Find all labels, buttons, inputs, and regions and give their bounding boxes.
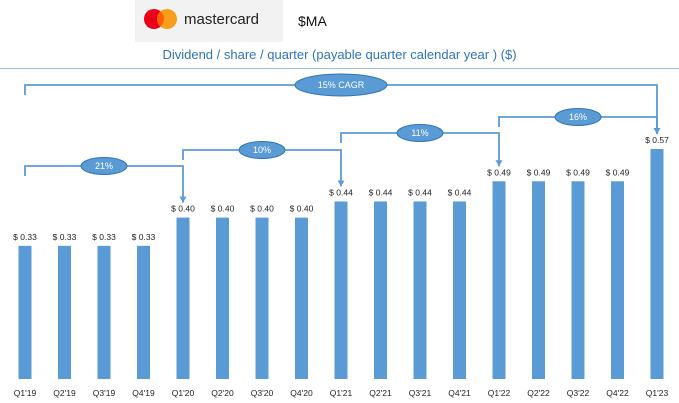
category-label-4: Q1'20 [172, 388, 195, 398]
bar-13 [532, 181, 545, 379]
value-label-1: $ 0.33 [53, 232, 77, 242]
bar-16 [650, 149, 664, 379]
value-labels: $ 0.33 $ 0.33 $ 0.33 $ 0.33 $ 0.40 $ 0.40 $ 0.… [13, 135, 669, 242]
value-label-11: $ 0.44 [448, 187, 472, 197]
value-label-6: $ 0.40 [250, 204, 274, 214]
growth-label-1: 10% [253, 145, 271, 155]
bars [18, 149, 664, 379]
value-label-16: $ 0.57 [645, 135, 669, 145]
category-labels: Q1'19 Q2'19 Q3'19 Q4'19 Q1'20 Q2'20 Q3'20 Q4'20… [14, 388, 669, 398]
bar-7 [295, 217, 308, 379]
value-label-14: $ 0.49 [566, 167, 590, 177]
value-label-5: $ 0.40 [211, 204, 235, 214]
value-label-15: $ 0.49 [606, 167, 630, 177]
value-label-4: $ 0.40 [171, 204, 195, 214]
logo-wordmark: mastercard [184, 11, 259, 28]
category-label-0: Q1'19 [14, 388, 37, 398]
category-label-12: Q1'22 [488, 388, 511, 398]
value-label-3: $ 0.33 [132, 232, 156, 242]
bar-8 [334, 201, 348, 379]
category-label-8: Q1'21 [330, 388, 353, 398]
category-label-2: Q3'19 [93, 388, 116, 398]
bar-11 [453, 201, 466, 379]
bar-1 [58, 245, 71, 379]
bar-4 [176, 217, 190, 379]
category-label-6: Q3'20 [251, 388, 274, 398]
bar-2 [97, 245, 111, 379]
bracket-arrow-1 [337, 180, 345, 187]
title-divider [0, 68, 679, 69]
value-label-0: $ 0.33 [13, 232, 37, 242]
growth-label-3: 16% [569, 112, 587, 122]
mastercard-overlap [156, 11, 165, 27]
category-label-10: Q3'21 [409, 388, 432, 398]
category-label-5: Q2'20 [211, 388, 234, 398]
category-label-11: Q4'21 [448, 388, 471, 398]
growth-label-4: 15% CAGR [318, 80, 365, 90]
category-label-7: Q4'20 [290, 388, 313, 398]
growth-brackets [24, 84, 661, 203]
growth-bubble-4 [294, 73, 388, 97]
category-label-13: Q2'22 [527, 388, 550, 398]
bar-12 [492, 181, 506, 379]
ticker-symbol: $MA [298, 13, 327, 29]
value-label-2: $ 0.33 [92, 232, 116, 242]
growth-bubble-1 [238, 141, 286, 159]
bracket-arrow-4 [653, 128, 661, 134]
value-label-13: $ 0.49 [527, 167, 551, 177]
category-label-15: Q4'22 [606, 388, 629, 398]
growth-bubble-3 [554, 108, 602, 126]
bar-6 [255, 217, 269, 379]
category-label-14: Q3'22 [567, 388, 590, 398]
category-label-16: Q1'23 [646, 388, 669, 398]
value-label-8: $ 0.44 [329, 187, 353, 197]
growth-label-2: 11% [411, 128, 428, 138]
value-label-7: $ 0.40 [290, 204, 314, 214]
bar-15 [611, 181, 624, 379]
bar-5 [216, 217, 229, 379]
growth-bubbles: 21% 10% 11% 16% 15% CAGR [80, 73, 602, 175]
mastercard-logo: mastercard [135, 0, 283, 42]
bar-3 [137, 245, 150, 379]
bar-9 [374, 201, 387, 379]
category-label-9: Q2'21 [369, 388, 392, 398]
bar-14 [571, 181, 585, 379]
category-label-1: Q2'19 [53, 388, 76, 398]
mastercard-circles-icon: mastercard [144, 9, 259, 29]
category-label-3: Q4'19 [132, 388, 155, 398]
bar-0 [18, 245, 32, 379]
chart-title: Dividend / share / quarter (payable quar… [162, 47, 517, 62]
bracket-arrow-0 [179, 196, 187, 203]
bar-10 [413, 201, 427, 379]
growth-label-0: 21% [95, 161, 113, 171]
value-label-9: $ 0.44 [369, 187, 393, 197]
bracket-arrow-2 [495, 160, 503, 167]
growth-bubble-2 [396, 124, 444, 142]
growth-bubble-0 [80, 157, 128, 175]
value-label-12: $ 0.49 [487, 167, 511, 177]
value-label-10: $ 0.44 [408, 187, 432, 197]
